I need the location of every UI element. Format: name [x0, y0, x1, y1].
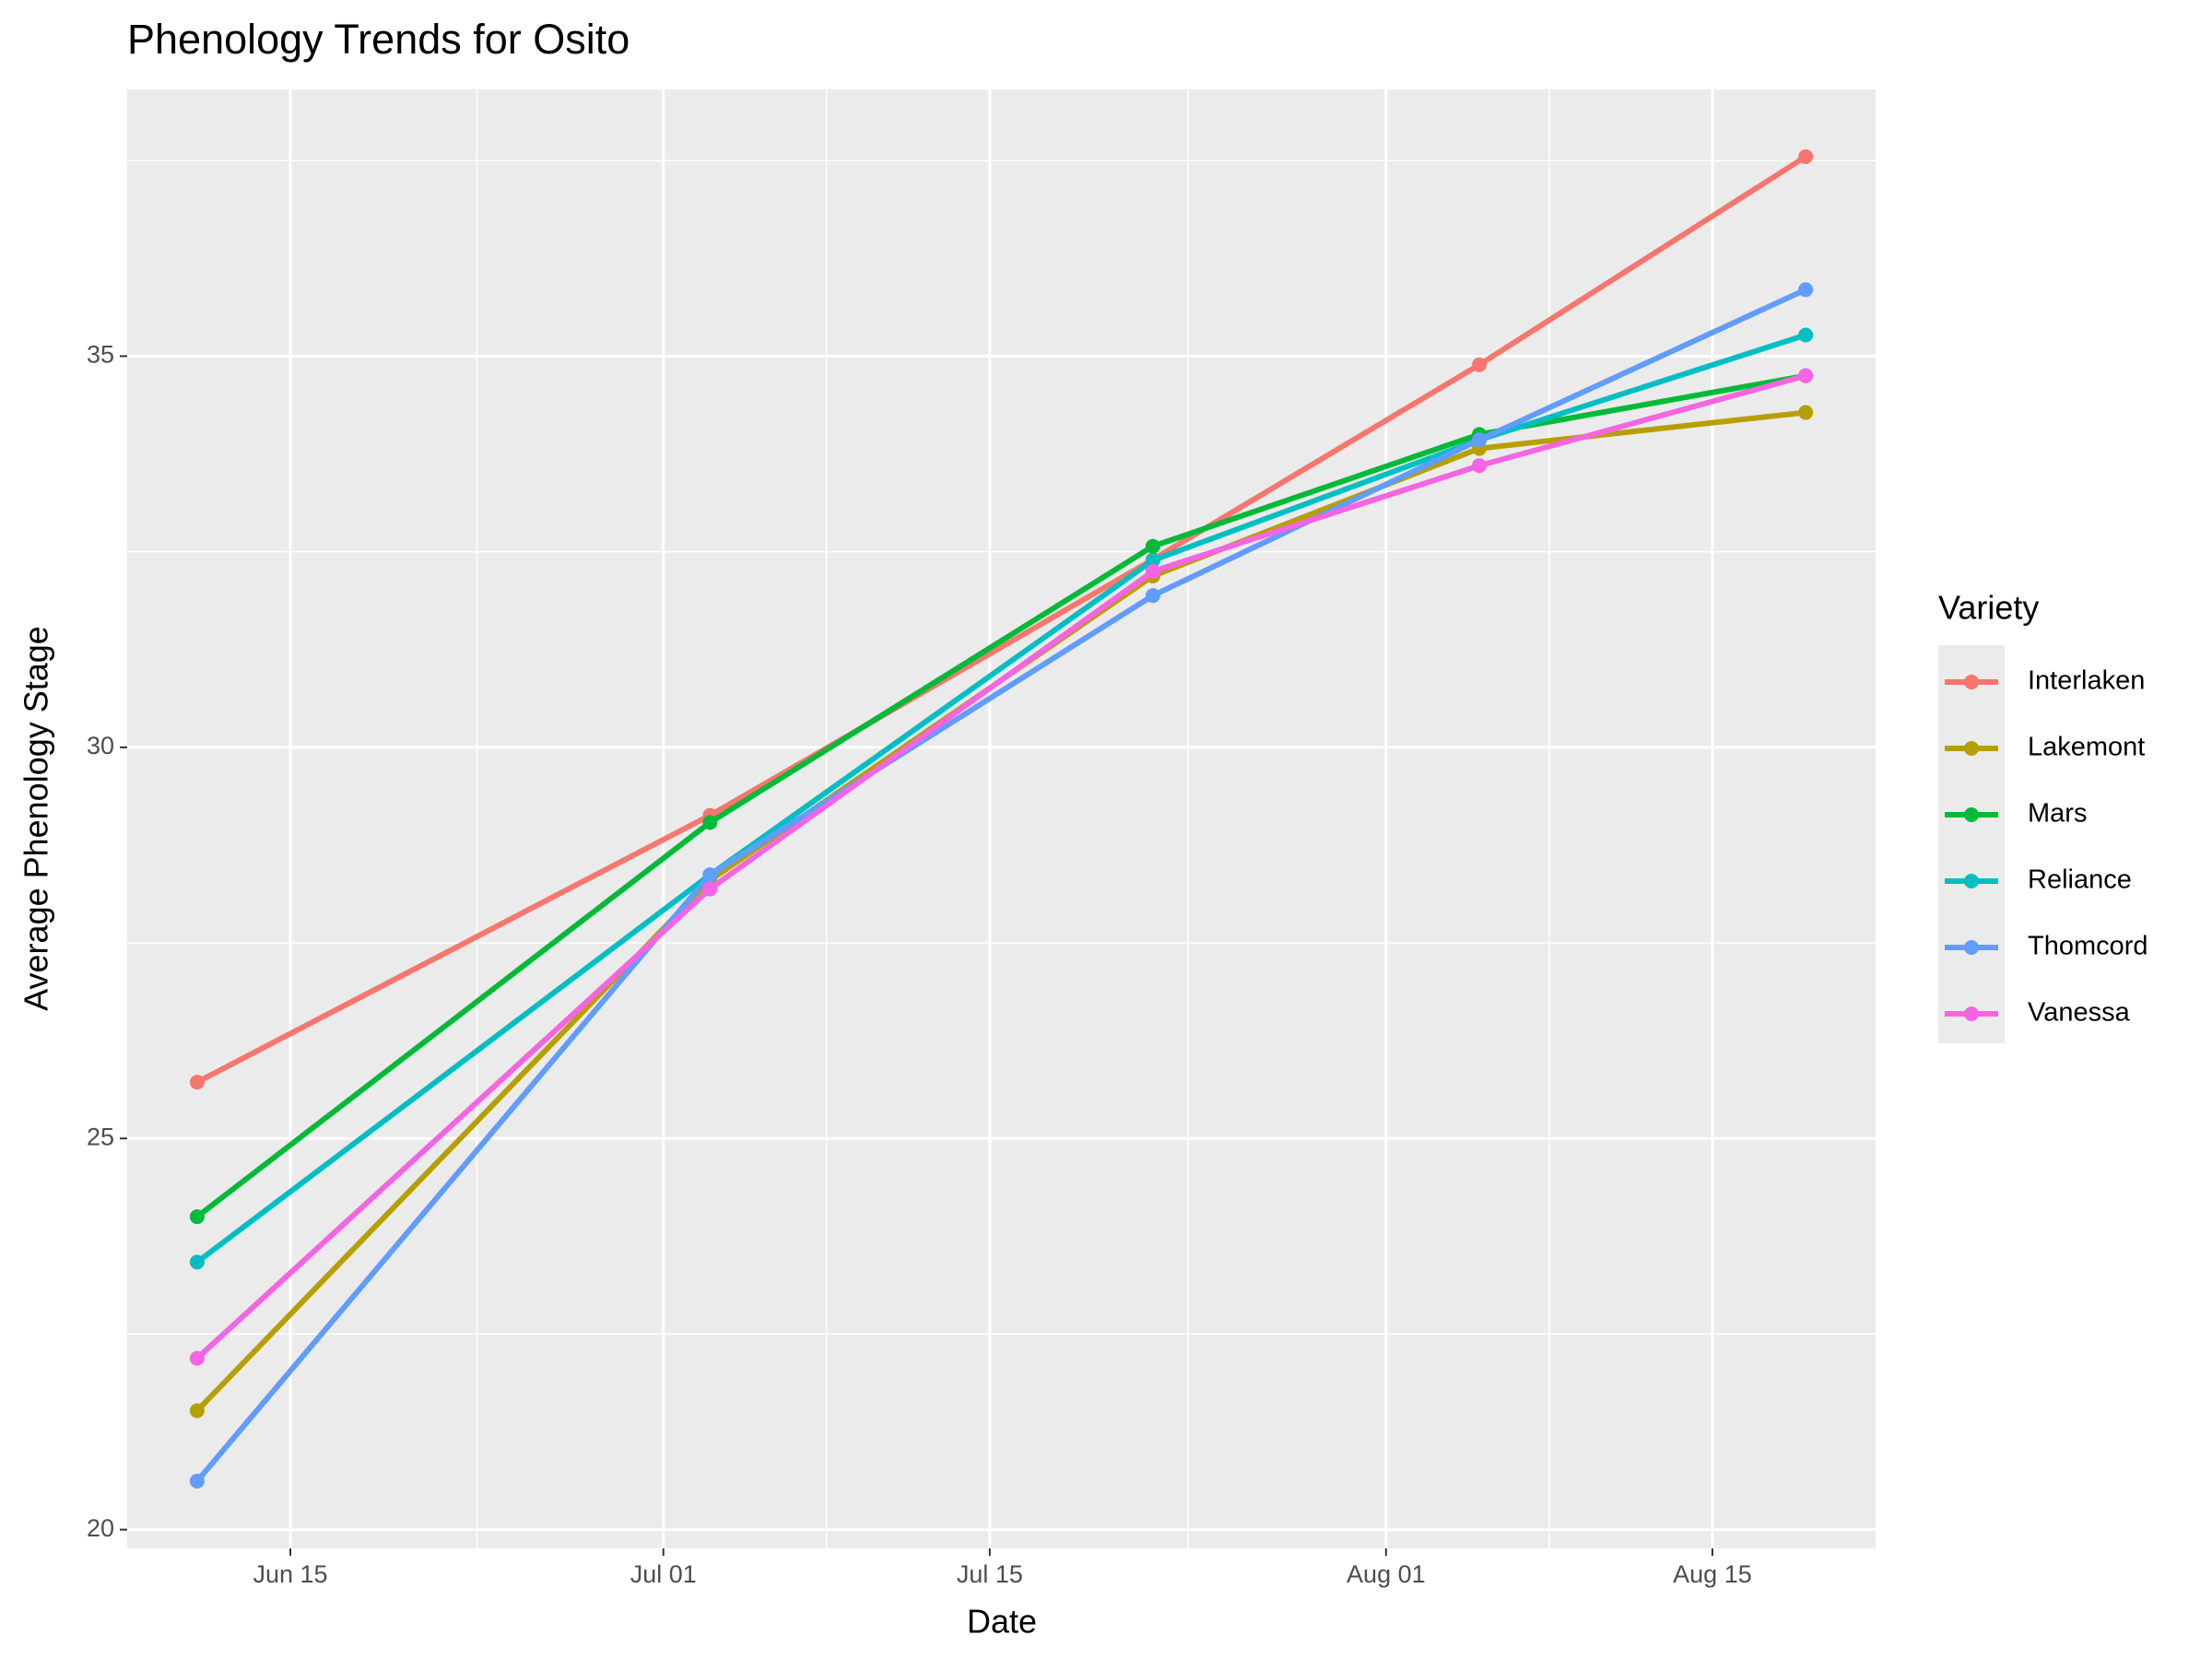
data-point: [1145, 563, 1160, 579]
data-point: [189, 1254, 205, 1270]
data-point: [1472, 357, 1488, 372]
x-tick-label: Jul 01: [630, 1560, 697, 1588]
data-point: [702, 867, 718, 883]
x-tick-label: Jun 15: [253, 1560, 328, 1588]
legend-label: Interlaken: [2028, 666, 2145, 696]
legend-key-point: [1964, 940, 1979, 955]
data-point: [189, 1403, 205, 1418]
x-tick-label: Aug 15: [1673, 1560, 1752, 1588]
y-tick-label: 20: [87, 1514, 114, 1542]
legend-key-point: [1964, 741, 1979, 756]
data-point: [1472, 458, 1488, 474]
data-point: [1798, 148, 1814, 164]
data-point: [1145, 538, 1160, 554]
legend-label: Mars: [2028, 799, 2087, 829]
legend: Interlaken Lakemont Mars Reliance Thomcord Va…: [1938, 645, 2148, 1043]
data-point: [189, 1474, 205, 1489]
x-tick-label: Aug 01: [1347, 1560, 1426, 1588]
data-point: [1145, 588, 1160, 604]
data-point: [189, 1350, 205, 1366]
legend-key-point: [1964, 874, 1979, 888]
legend-key-point: [1964, 675, 1979, 689]
legend-title: Variety: [1938, 589, 2039, 627]
y-tick-label: 25: [87, 1123, 114, 1150]
legend-label: Reliance: [2028, 865, 2132, 895]
legend-label: Lakemont: [2028, 733, 2145, 762]
data-point: [1145, 552, 1160, 568]
data-point: [1798, 405, 1814, 420]
data-point: [1798, 368, 1814, 383]
x-tick-label: Jul 15: [957, 1560, 1023, 1588]
data-point: [1798, 327, 1814, 343]
y-tick-label: 35: [87, 341, 114, 369]
data-point: [189, 1075, 205, 1090]
y-axis-title: Average Phenology Stage: [18, 626, 55, 1011]
data-point: [702, 815, 718, 830]
data-point: [1472, 432, 1488, 448]
legend-key-point: [1964, 1006, 1979, 1021]
data-point: [702, 881, 718, 897]
y-tick-label: 30: [87, 732, 114, 759]
plot-panel: [127, 89, 1876, 1548]
legend-key-background: [1938, 645, 2005, 1043]
x-axis-title: Date: [967, 1603, 1037, 1641]
data-point: [1798, 282, 1814, 298]
grid: [127, 89, 1876, 1548]
legend-key-point: [1964, 807, 1979, 822]
chart-title: Phenology Trends for Osito: [127, 16, 629, 63]
data-point: [189, 1209, 205, 1225]
legend-label: Vanessa: [2028, 998, 2131, 1028]
lines: [189, 148, 1814, 1489]
legend-label: Thomcord: [2028, 932, 2148, 961]
